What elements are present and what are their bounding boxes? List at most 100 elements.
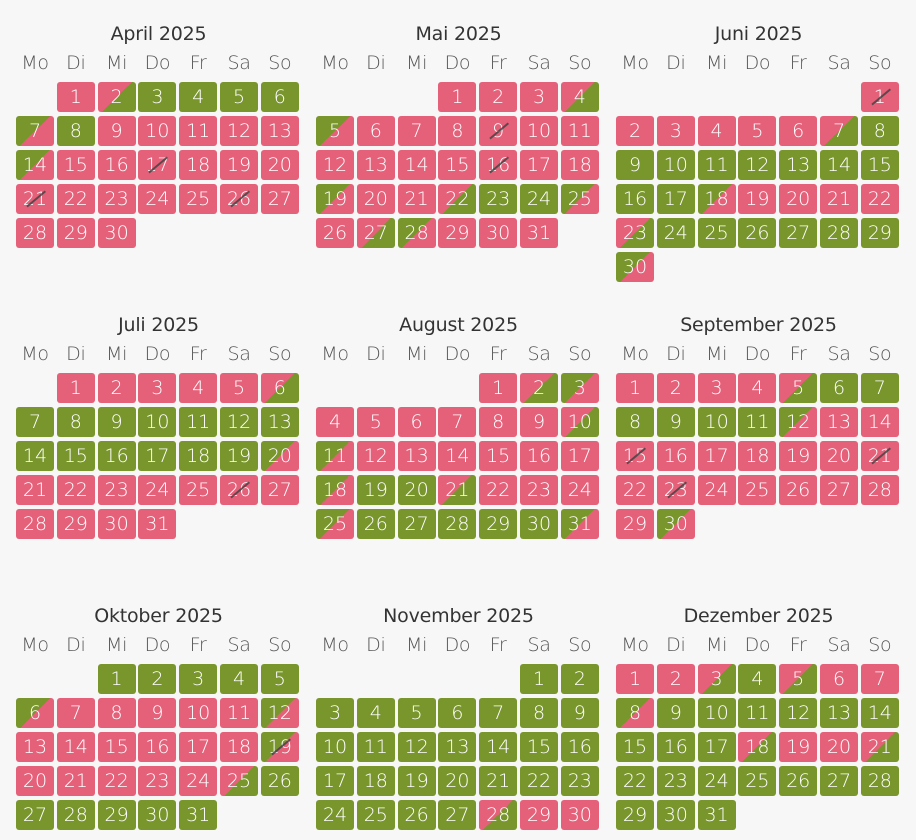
day-cell[interactable]: 17 xyxy=(520,150,558,180)
day-cell[interactable]: 11 xyxy=(220,698,258,728)
day-cell[interactable]: 28 xyxy=(16,218,54,248)
day-cell[interactable]: 5 xyxy=(220,82,258,112)
day-cell[interactable]: 15 xyxy=(97,732,136,762)
day-cell[interactable]: 29 xyxy=(56,509,95,539)
day-cell[interactable]: 23 xyxy=(616,218,654,248)
day-cell[interactable]: 24 xyxy=(560,475,599,505)
day-cell[interactable]: 24 xyxy=(697,475,736,505)
day-cell[interactable]: 24 xyxy=(697,766,736,796)
day-cell[interactable]: 25 xyxy=(560,184,599,214)
day-cell[interactable]: 19 xyxy=(260,732,299,762)
day-cell[interactable]: 5 xyxy=(779,373,818,403)
day-cell[interactable]: 30 xyxy=(479,218,518,248)
day-cell[interactable]: 23 xyxy=(520,475,558,505)
day-cell[interactable]: 10 xyxy=(520,116,558,146)
day-cell[interactable]: 23 xyxy=(97,184,136,214)
day-cell[interactable]: 13 xyxy=(260,407,299,437)
day-cell[interactable]: 6 xyxy=(438,698,477,728)
day-cell[interactable]: 15 xyxy=(56,150,95,180)
day-cell[interactable]: 9 xyxy=(656,698,695,728)
day-cell[interactable]: 28 xyxy=(16,509,54,539)
day-cell[interactable]: 12 xyxy=(356,441,395,471)
day-cell[interactable]: 31 xyxy=(697,800,736,830)
day-cell[interactable]: 7 xyxy=(479,698,518,728)
day-cell[interactable]: 1 xyxy=(56,373,95,403)
day-cell[interactable]: 17 xyxy=(179,732,218,762)
day-cell[interactable]: 9 xyxy=(656,407,695,437)
day-cell[interactable]: 20 xyxy=(260,150,299,180)
day-cell[interactable]: 13 xyxy=(397,441,436,471)
day-cell[interactable]: 19 xyxy=(316,184,354,214)
day-cell[interactable]: 29 xyxy=(479,509,518,539)
day-cell[interactable]: 25 xyxy=(697,218,736,248)
day-cell[interactable]: 22 xyxy=(616,475,654,505)
day-cell[interactable]: 30 xyxy=(616,252,654,282)
day-cell[interactable]: 23 xyxy=(97,475,136,505)
day-cell[interactable]: 30 xyxy=(656,800,695,830)
day-cell[interactable]: 18 xyxy=(560,150,599,180)
day-cell[interactable]: 6 xyxy=(779,116,818,146)
day-cell[interactable]: 31 xyxy=(138,509,177,539)
day-cell[interactable]: 21 xyxy=(860,441,899,471)
day-cell[interactable]: 20 xyxy=(820,441,858,471)
day-cell[interactable]: 16 xyxy=(520,441,558,471)
day-cell[interactable]: 7 xyxy=(438,407,477,437)
day-cell[interactable]: 3 xyxy=(138,373,177,403)
day-cell[interactable]: 14 xyxy=(397,150,436,180)
day-cell[interactable]: 12 xyxy=(738,150,777,180)
day-cell[interactable]: 30 xyxy=(560,800,599,830)
day-cell[interactable]: 24 xyxy=(520,184,558,214)
day-cell[interactable]: 13 xyxy=(356,150,395,180)
day-cell[interactable]: 3 xyxy=(656,116,695,146)
day-cell[interactable]: 1 xyxy=(520,664,558,694)
day-cell[interactable]: 7 xyxy=(16,116,54,146)
day-cell[interactable]: 1 xyxy=(616,373,654,403)
day-cell[interactable]: 21 xyxy=(56,766,95,796)
day-cell[interactable]: 29 xyxy=(438,218,477,248)
day-cell[interactable]: 15 xyxy=(616,732,654,762)
day-cell[interactable]: 23 xyxy=(656,475,695,505)
day-cell[interactable]: 2 xyxy=(656,664,695,694)
day-cell[interactable]: 28 xyxy=(438,509,477,539)
day-cell[interactable]: 20 xyxy=(438,766,477,796)
day-cell[interactable]: 14 xyxy=(479,732,518,762)
day-cell[interactable]: 16 xyxy=(479,150,518,180)
day-cell[interactable]: 14 xyxy=(16,441,54,471)
day-cell[interactable]: 9 xyxy=(138,698,177,728)
day-cell[interactable]: 10 xyxy=(697,407,736,437)
day-cell[interactable]: 18 xyxy=(738,441,777,471)
day-cell[interactable]: 17 xyxy=(697,732,736,762)
day-cell[interactable]: 27 xyxy=(820,766,858,796)
day-cell[interactable]: 27 xyxy=(356,218,395,248)
day-cell[interactable]: 7 xyxy=(860,664,899,694)
day-cell[interactable]: 21 xyxy=(860,732,899,762)
day-cell[interactable]: 21 xyxy=(16,184,54,214)
day-cell[interactable]: 28 xyxy=(397,218,436,248)
day-cell[interactable]: 27 xyxy=(397,509,436,539)
day-cell[interactable]: 26 xyxy=(316,218,354,248)
day-cell[interactable]: 29 xyxy=(56,218,95,248)
day-cell[interactable]: 25 xyxy=(738,766,777,796)
day-cell[interactable]: 27 xyxy=(260,475,299,505)
day-cell[interactable]: 21 xyxy=(16,475,54,505)
day-cell[interactable]: 19 xyxy=(220,150,258,180)
day-cell[interactable]: 8 xyxy=(438,116,477,146)
day-cell[interactable]: 25 xyxy=(179,475,218,505)
day-cell[interactable]: 5 xyxy=(356,407,395,437)
day-cell[interactable]: 26 xyxy=(779,766,818,796)
day-cell[interactable]: 8 xyxy=(97,698,136,728)
day-cell[interactable]: 12 xyxy=(220,407,258,437)
day-cell[interactable]: 21 xyxy=(397,184,436,214)
day-cell[interactable]: 6 xyxy=(820,373,858,403)
day-cell[interactable]: 19 xyxy=(738,184,777,214)
day-cell[interactable]: 30 xyxy=(520,509,558,539)
day-cell[interactable]: 11 xyxy=(697,150,736,180)
day-cell[interactable]: 7 xyxy=(56,698,95,728)
day-cell[interactable]: 6 xyxy=(397,407,436,437)
day-cell[interactable]: 14 xyxy=(860,698,899,728)
day-cell[interactable]: 22 xyxy=(520,766,558,796)
day-cell[interactable]: 6 xyxy=(16,698,54,728)
day-cell[interactable]: 9 xyxy=(520,407,558,437)
day-cell[interactable]: 5 xyxy=(738,116,777,146)
day-cell[interactable]: 15 xyxy=(520,732,558,762)
